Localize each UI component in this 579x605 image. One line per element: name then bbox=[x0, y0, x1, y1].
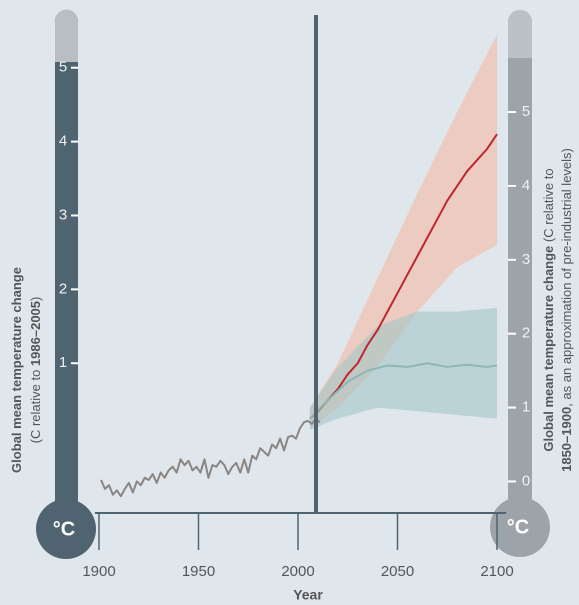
right-thermometer bbox=[508, 10, 532, 530]
y-tick-label: 3 bbox=[522, 251, 530, 268]
label-part: 1850–1900 bbox=[559, 407, 574, 472]
x-tick-label: 2100 bbox=[480, 563, 513, 580]
bulb-label: °C bbox=[507, 516, 529, 538]
label-part: (C relative to bbox=[541, 168, 556, 245]
bulb-label: °C bbox=[53, 518, 75, 540]
x-tick-label: 2000 bbox=[281, 563, 314, 580]
uncertainty-band bbox=[309, 34, 497, 430]
x-axis-label: Year bbox=[293, 587, 323, 603]
x-tick-label: 1900 bbox=[82, 563, 115, 580]
left-thermometer-top bbox=[55, 9, 78, 62]
y2-tick-label: 1 bbox=[59, 354, 67, 371]
label-part: ) bbox=[28, 297, 43, 301]
series-line bbox=[309, 133, 498, 420]
y2-axis-label: (C relative to 1986–2005) bbox=[28, 297, 43, 444]
label-part: Global mean temperature change bbox=[541, 246, 556, 452]
series-line bbox=[309, 362, 498, 420]
left-bulb bbox=[36, 499, 96, 559]
label-part: 1986–2005 bbox=[28, 301, 43, 366]
x-tick-label: 1950 bbox=[182, 563, 215, 580]
series-line bbox=[100, 417, 321, 498]
y-tick-label: 1 bbox=[522, 399, 530, 416]
y-axis-label: Global mean temperature change (C relati… bbox=[541, 168, 556, 451]
right-thermometer-top bbox=[508, 10, 532, 58]
y2-tick-label: 3 bbox=[59, 206, 67, 223]
uncertainty-band bbox=[309, 307, 497, 430]
label-part: , as an approximation of pre-industrial … bbox=[559, 148, 574, 407]
y-tick-label: 2 bbox=[522, 325, 530, 342]
y-tick-label: 0 bbox=[522, 472, 530, 489]
y2-tick-label: 5 bbox=[59, 59, 67, 76]
y-tick-label: 4 bbox=[522, 177, 530, 194]
label-part: Global mean temperature change bbox=[9, 267, 24, 473]
y2-tick-label: 2 bbox=[59, 280, 67, 297]
left-thermometer bbox=[55, 10, 78, 530]
label-part: (C relative to bbox=[28, 366, 43, 443]
y-tick-label: 5 bbox=[522, 103, 530, 120]
y2-axis-label: Global mean temperature change bbox=[9, 267, 24, 473]
plot-area bbox=[100, 34, 498, 498]
y2-tick-label: 4 bbox=[59, 133, 67, 150]
x-tick-label: 2050 bbox=[381, 563, 414, 580]
y-axis-label: 1850–1900, as an approximation of pre-in… bbox=[559, 148, 574, 472]
